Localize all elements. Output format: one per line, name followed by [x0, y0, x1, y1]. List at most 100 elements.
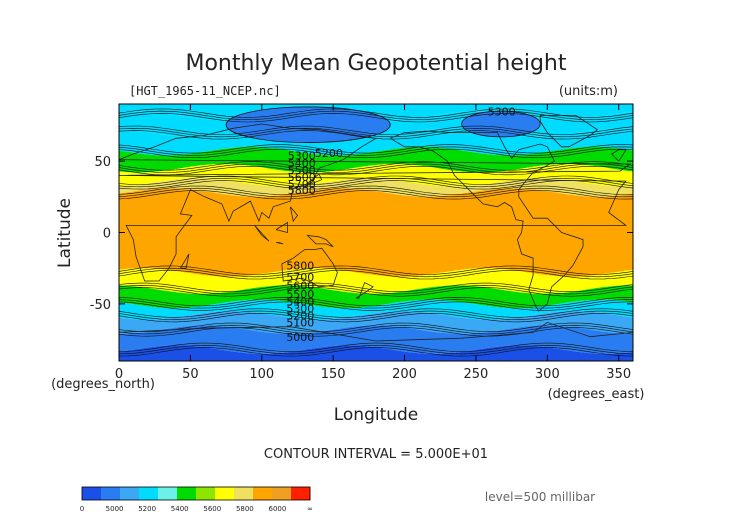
contour-line: [119, 308, 633, 318]
x-tick-label: 350: [606, 367, 631, 382]
colorbar-swatch: [158, 487, 178, 500]
contour-line: [119, 310, 633, 320]
coastline: [611, 149, 627, 162]
contour-label: 5500: [288, 164, 316, 177]
contour-label: 5200: [286, 310, 314, 323]
coastline: [119, 123, 632, 282]
colorbar-swatch: [215, 487, 235, 500]
contour-label: 5700: [288, 178, 316, 191]
contour-label: 5700: [286, 271, 314, 284]
coastline: [276, 242, 284, 245]
band: [119, 188, 633, 277]
contour-line: [119, 161, 633, 171]
contour-label: 5300: [488, 105, 516, 118]
colorbar-swatch: [82, 487, 102, 500]
coastlines: [119, 115, 633, 342]
colorbar-tick-label: 5800: [236, 505, 254, 513]
contour-label: 5300: [288, 150, 316, 163]
contour-label: 5800: [288, 184, 316, 197]
contour-line: [119, 108, 633, 118]
colorbar-tick-label: 6000: [269, 505, 287, 513]
y-tick-label: 0: [103, 227, 111, 242]
plot-area: 5300520053005400550056005700580058005700…: [119, 104, 633, 361]
contour-line: [119, 166, 633, 176]
contour-line: [119, 282, 633, 292]
contour-line: [119, 270, 633, 280]
contour-label: 5800: [286, 260, 314, 273]
colorbar-tick-label: 0: [80, 505, 84, 513]
colorbar-swatch: [139, 487, 159, 500]
contour-line: [119, 190, 633, 200]
colorbar-swatch: [253, 487, 273, 500]
coastline: [254, 225, 270, 242]
band: [119, 345, 633, 361]
contour-line: [119, 180, 633, 190]
coastline: [180, 253, 190, 269]
colorbar-swatch: [196, 487, 216, 500]
coastline: [119, 321, 633, 342]
x-axis-label: Longitude: [334, 405, 419, 425]
coastline: [390, 130, 584, 312]
contour-line: [119, 324, 633, 335]
contour-line: [119, 284, 633, 295]
contour-label: 5600: [286, 280, 314, 293]
colorbar-swatch: [101, 487, 121, 500]
contour-line: [119, 327, 633, 337]
colorbar: 0 5000 5200 5400 5600 5800 6000 ∞: [80, 486, 313, 513]
contour-line: [119, 265, 633, 275]
colorbar-tick-label: 5400: [171, 505, 189, 513]
contour-line: [119, 299, 633, 309]
x-tick-label: 100: [249, 367, 274, 382]
x-tick-label: 250: [464, 367, 489, 382]
contour-line: [119, 344, 633, 355]
coastline: [275, 221, 288, 234]
chart-title: Monthly Mean Geopotential height: [185, 51, 566, 76]
contour-label: 5100: [286, 317, 314, 330]
contour-line: [119, 322, 633, 332]
contour-label: 5400: [286, 295, 314, 308]
contour-line: [119, 187, 633, 198]
y-axis-label: Latitude: [55, 198, 75, 268]
low-cell: [225, 106, 391, 143]
coastline: [304, 173, 323, 186]
colorbar-swatch: [234, 487, 254, 500]
contour-interval-text: CONTOUR INTERVAL = 5.000E+01: [264, 447, 488, 462]
x-tick-label: 0: [115, 367, 123, 382]
x-tick-label: 300: [535, 367, 560, 382]
x-axis-ticks: 0 50 100 150 200 250 300 350: [115, 104, 631, 382]
level-text: level=500 millibar: [485, 490, 595, 504]
contour-line: [119, 296, 633, 307]
x-tick-label: 200: [392, 367, 417, 382]
contour-label: 5400: [288, 157, 316, 170]
colorbar-frame: [81, 486, 311, 501]
contour-line: [119, 267, 633, 278]
band: [119, 146, 633, 173]
contour-line: [119, 113, 633, 123]
coastline: [306, 234, 334, 248]
contour-label: 5000: [286, 331, 314, 344]
x-tick-label: 150: [321, 367, 346, 382]
colorbar-tick-label: 5600: [203, 505, 221, 513]
band: [119, 299, 633, 320]
contour-line: [119, 125, 633, 135]
band: [119, 164, 633, 187]
coastline: [289, 206, 299, 223]
coastline: [539, 115, 598, 148]
colorbar-swatch: [120, 487, 140, 500]
contour-line: [119, 342, 633, 352]
coastline: [281, 247, 338, 288]
colorbar-swatch: [291, 487, 311, 500]
file-label: [HGT_1965-11_NCEP.nc]: [129, 84, 281, 98]
band: [119, 268, 633, 294]
y-unit-label: (degrees_north): [51, 377, 155, 392]
band: [119, 325, 633, 354]
contour-line: [119, 178, 633, 188]
y-tick-label: 50: [94, 155, 111, 170]
contour-line: [119, 312, 633, 323]
colorbar-swatch: [177, 487, 197, 500]
y-axis-ticks: 50 0 -50: [90, 155, 633, 313]
contour-line: [119, 127, 633, 138]
color-bands: [119, 104, 633, 361]
contour-line: [119, 163, 633, 173]
